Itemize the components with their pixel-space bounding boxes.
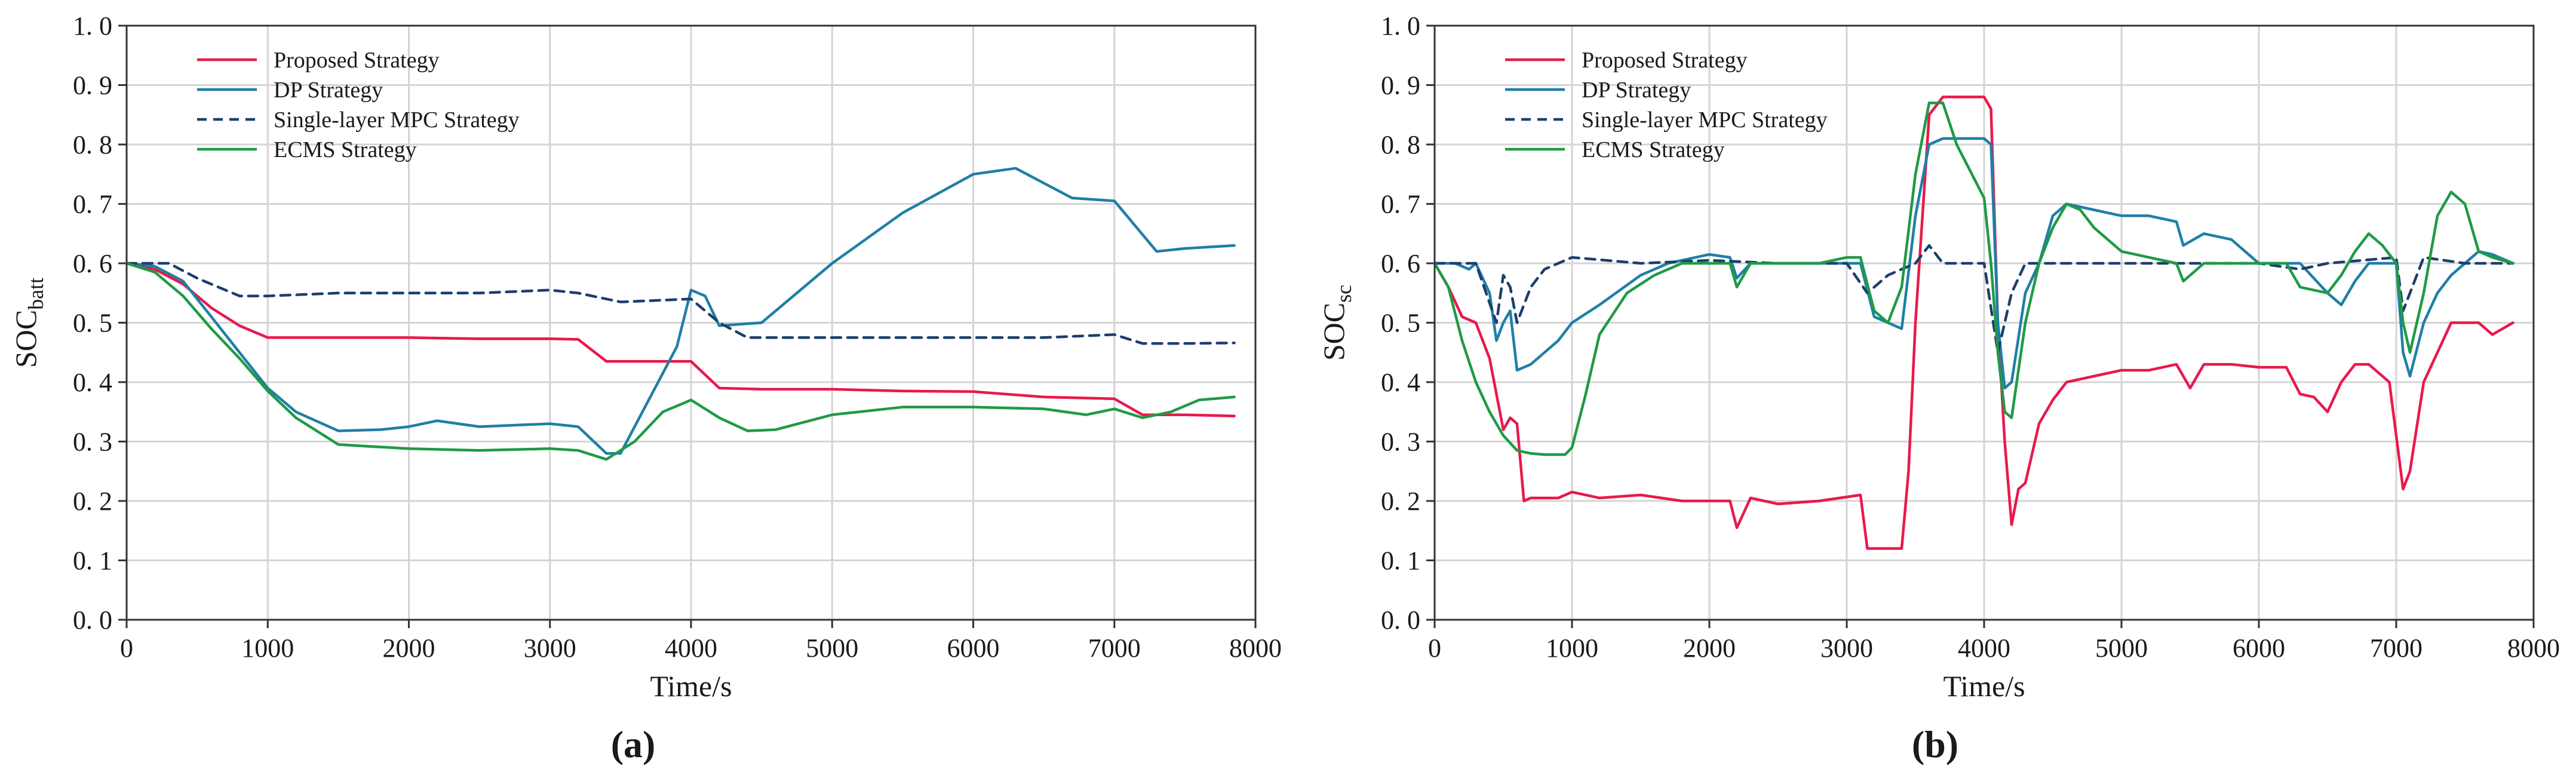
- x-tick-label: 6000: [947, 634, 1000, 663]
- series-line-single-layer-mpc-strategy: [1433, 244, 2514, 354]
- x-tick-label: 2000: [383, 634, 435, 663]
- series-line-single-layer-mpc-strategy: [125, 262, 1236, 345]
- y-tick-label: 0. 5: [1381, 309, 1420, 338]
- x-tick-label: 4000: [1958, 634, 2010, 663]
- plot-frame: [1433, 24, 2535, 621]
- x-tick-label: 1000: [241, 634, 294, 663]
- legend-label: Single-layer MPC Strategy: [274, 107, 520, 133]
- y-tick-label: 1. 0: [1381, 11, 1420, 41]
- y-tick-label: 0. 0: [73, 605, 112, 635]
- x-tick-label: 4000: [665, 634, 717, 663]
- x-tick-label: 5000: [806, 634, 858, 663]
- series-line-dp-strategy: [1433, 137, 2514, 390]
- x-axis-title: Time/s: [650, 669, 732, 703]
- y-tick-label: 0. 0: [1381, 605, 1420, 635]
- legend-label: DP Strategy: [1582, 78, 1691, 103]
- y-tick-label: 0. 4: [1381, 368, 1420, 397]
- x-tick-label: 8000: [2507, 634, 2560, 663]
- x-tick-label: 6000: [2233, 634, 2285, 663]
- legend-label: ECMS Strategy: [1582, 137, 1725, 162]
- y-tick-label: 0. 1: [1381, 546, 1420, 576]
- y-tick-label: 0. 7: [73, 190, 112, 219]
- y-tick-label: 0. 3: [1381, 428, 1420, 457]
- legend-label: ECMS Strategy: [274, 137, 417, 162]
- x-tick-label: 3000: [524, 634, 576, 663]
- y-axis-title: SOCsc: [1317, 285, 1356, 361]
- chart-panel-a: 0 1000 2000 3000 4000 5000 6000 7000 8000 0. 0 0. …: [9, 11, 1282, 765]
- x-tick-label: 1000: [1546, 634, 1598, 663]
- panel-label: (b): [1912, 723, 1958, 765]
- y-tick-label: 0. 2: [73, 487, 112, 516]
- legend-label: Proposed Strategy: [274, 48, 440, 73]
- series-line-ecms-strategy: [1433, 102, 2514, 456]
- y-tick-label: 0. 9: [73, 71, 112, 100]
- y-tick-label: 0. 8: [73, 130, 112, 159]
- legend-label: Proposed Strategy: [1582, 48, 1748, 73]
- x-tick-label: 7000: [2370, 634, 2423, 663]
- x-tick-label: 0: [1428, 634, 1441, 663]
- y-tick-label: 0. 4: [73, 368, 112, 397]
- legend: Proposed Strategy DP Strategy Single-layer…: [1505, 48, 1828, 162]
- x-tick-label: 7000: [1088, 634, 1141, 663]
- y-tick-label: 0. 8: [1381, 130, 1420, 159]
- x-tick-label: 0: [120, 634, 133, 663]
- series-line-dp-strategy: [125, 167, 1236, 455]
- y-tick-label: 0. 6: [73, 249, 112, 278]
- series-line-ecms-strategy: [125, 262, 1236, 461]
- x-tick-label: 2000: [1683, 634, 1736, 663]
- plot-frame: [125, 24, 1257, 621]
- y-tick-label: 0. 9: [1381, 71, 1420, 100]
- y-tick-label: 0. 2: [1381, 487, 1420, 516]
- legend-label: DP Strategy: [274, 78, 383, 103]
- x-tick-label: 3000: [1820, 634, 1873, 663]
- legend-label: Single-layer MPC Strategy: [1582, 107, 1828, 133]
- chart-panel-b: 0 1000 2000 3000 4000 5000 6000 7000 8000 0. 0 0. …: [1317, 11, 2560, 765]
- panel-label: (a): [611, 723, 656, 765]
- series-line-proposed-strategy: [125, 262, 1236, 417]
- y-tick-label: 0. 6: [1381, 249, 1420, 278]
- legend: Proposed Strategy DP Strategy Single-layer…: [197, 48, 520, 162]
- y-tick-label: 0. 5: [73, 309, 112, 338]
- x-tick-label: 5000: [2095, 634, 2148, 663]
- y-tick-label: 0. 3: [73, 428, 112, 457]
- y-axis-title: SOCbatt: [9, 278, 48, 368]
- y-tick-label: 0. 7: [1381, 190, 1420, 219]
- x-tick-label: 8000: [1229, 634, 1282, 663]
- y-tick-label: 1. 0: [73, 11, 112, 41]
- y-tick-label: 0. 1: [73, 546, 112, 576]
- x-axis-title: Time/s: [1943, 669, 2025, 703]
